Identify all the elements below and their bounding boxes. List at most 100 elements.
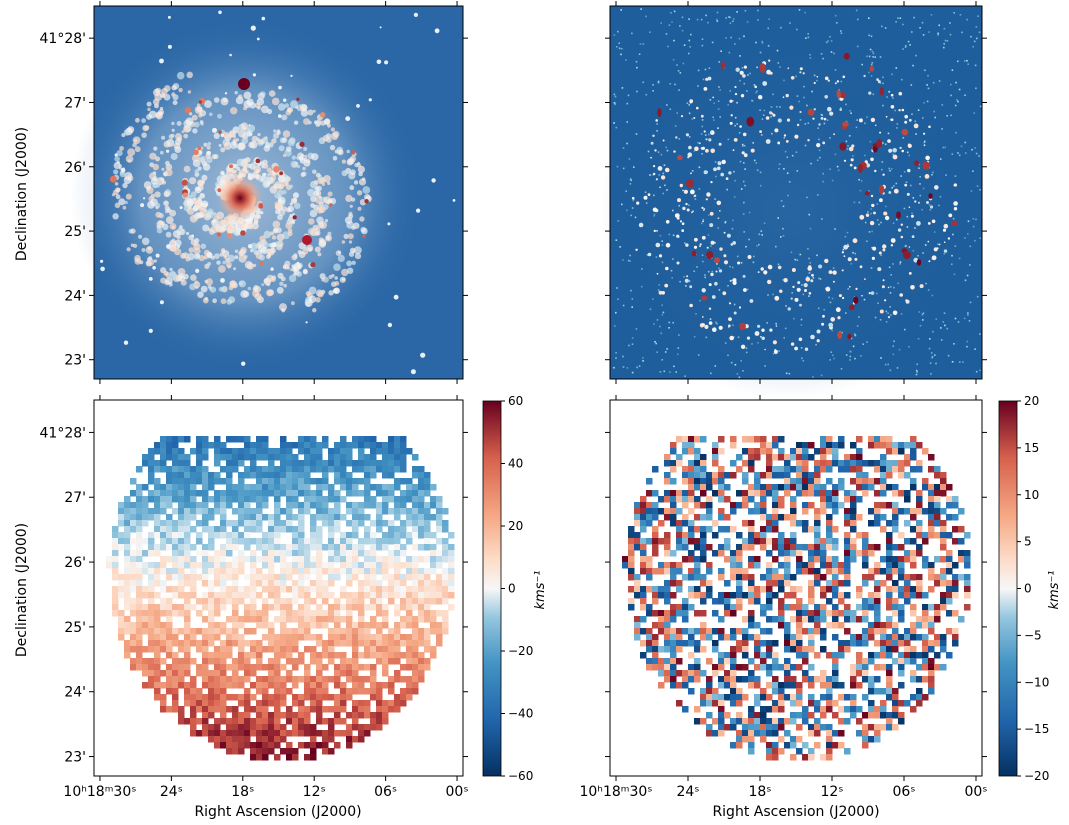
velocity-pixel: [250, 682, 257, 689]
velocity-pixel: [172, 550, 179, 557]
velocity-pixel: [436, 574, 443, 581]
galaxy-arm-pixel: [357, 206, 362, 211]
residual-pixel: [814, 490, 821, 497]
galaxy-arm-pixel: [317, 221, 325, 229]
emission-pixel: [868, 91, 872, 95]
velocity-pixel: [424, 526, 431, 533]
velocity-pixel: [376, 658, 383, 665]
velocity-pixel: [286, 466, 293, 473]
velocity-pixel: [418, 676, 425, 683]
noise-pixel: [786, 172, 789, 174]
noise-pixel: [748, 238, 750, 241]
noise-pixel: [666, 149, 669, 152]
velocity-pixel: [292, 532, 299, 539]
velocity-pixel: [160, 646, 167, 653]
galaxy-arm-pixel: [183, 133, 189, 139]
residual-pixel: [682, 502, 689, 509]
residual-pixel: [796, 448, 803, 455]
velocity-pixel: [370, 532, 377, 539]
emission-pixel: [689, 285, 693, 289]
velocity-pixel: [220, 676, 227, 683]
velocity-pixel: [202, 658, 209, 665]
velocity-pixel: [220, 712, 227, 719]
velocity-pixel: [334, 598, 341, 605]
velocity-pixel: [352, 544, 359, 551]
noise-pixel: [806, 104, 808, 107]
residual-pixel: [862, 460, 869, 467]
velocity-pixel: [400, 448, 407, 455]
residual-pixel: [802, 448, 809, 455]
velocity-pixel: [148, 670, 155, 677]
star: [384, 60, 389, 65]
velocity-pixel: [202, 682, 209, 689]
galaxy-arm-pixel: [318, 195, 322, 199]
noise-pixel: [911, 113, 913, 115]
velocity-pixel: [172, 520, 179, 527]
velocity-pixel: [130, 508, 137, 515]
velocity-pixel: [214, 736, 221, 743]
velocity-pixel: [124, 508, 131, 515]
velocity-pixel: [238, 652, 245, 659]
galaxy-arm-pixel: [271, 138, 277, 144]
emission-pixel: [808, 265, 812, 269]
velocity-pixel: [340, 664, 347, 671]
velocity-pixel: [328, 574, 335, 581]
velocity-pixel: [196, 502, 203, 509]
residual-pixel: [694, 484, 701, 491]
noise-pixel: [858, 201, 861, 204]
velocity-pixel: [238, 658, 245, 665]
noise-pixel: [791, 154, 794, 157]
hii-region: [229, 164, 234, 169]
residual-pixel: [886, 460, 893, 467]
residual-pixel: [934, 484, 941, 491]
velocity-pixel: [352, 568, 359, 575]
galaxy-arm-pixel: [202, 163, 211, 171]
residual-pixel: [778, 436, 785, 443]
emission-pixel: [680, 115, 684, 118]
residual-pixel: [790, 502, 797, 509]
noise-pixel: [782, 227, 784, 230]
emission-pixel: [855, 287, 858, 290]
velocity-pixel: [208, 670, 215, 677]
velocity-pixel: [334, 730, 341, 737]
noise-pixel: [664, 351, 667, 353]
velocity-pixel: [370, 586, 377, 593]
emission-pixel: [827, 79, 830, 82]
noise-pixel: [693, 270, 695, 272]
velocity-pixel: [256, 748, 263, 755]
galaxy-arm-pixel: [349, 204, 353, 208]
galaxy-arm-pixel: [242, 167, 247, 172]
galaxy-arm-pixel: [339, 276, 346, 283]
galaxy-arm-pixel: [228, 285, 234, 291]
residual-pixel: [778, 472, 785, 479]
emission-pixel: [794, 134, 799, 139]
velocity-pixel: [406, 658, 413, 665]
noise-pixel: [841, 331, 843, 334]
velocity-pixel: [214, 574, 221, 581]
velocity-pixel: [250, 454, 257, 461]
noise-pixel: [691, 170, 694, 172]
velocity-pixel: [262, 598, 269, 605]
velocity-pixel: [394, 538, 401, 545]
emission-pixel: [926, 201, 929, 204]
galaxy-arm-pixel: [240, 122, 249, 130]
noise-pixel: [885, 321, 888, 323]
velocity-pixel: [448, 592, 455, 599]
velocity-pixel: [172, 436, 179, 443]
residual-pixel: [748, 460, 755, 467]
velocity-pixel: [376, 520, 383, 527]
galaxy-arm-pixel: [346, 149, 351, 154]
velocity-pixel: [172, 628, 179, 635]
emission-pixel: [825, 286, 831, 292]
velocity-pixel: [292, 580, 299, 587]
velocity-pixel: [166, 478, 173, 485]
emission-pixel: [720, 172, 724, 177]
residual-pixel: [916, 496, 923, 503]
velocity-pixel: [244, 436, 251, 443]
velocity-pixel: [292, 454, 299, 461]
emission-pixel: [701, 235, 706, 240]
velocity-pixel: [400, 694, 407, 701]
galaxy-arm-pixel: [289, 202, 293, 206]
velocity-pixel: [400, 508, 407, 515]
noise-pixel: [733, 196, 736, 198]
